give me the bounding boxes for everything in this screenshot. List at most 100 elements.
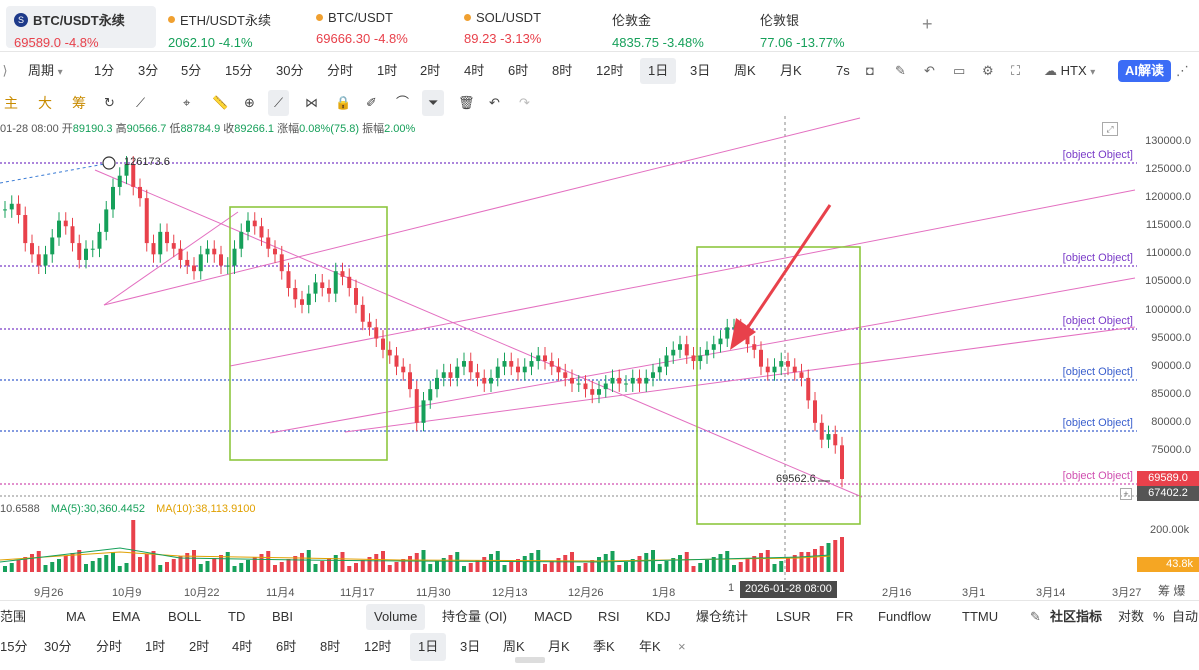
period-4h[interactable]: 4时: [464, 63, 485, 78]
filter-icon[interactable]: ⏷: [422, 90, 445, 116]
rotate-icon[interactable]: ↻: [104, 95, 115, 110]
period-tab[interactable]: 6时: [276, 639, 297, 654]
close-icon[interactable]: ×: [678, 639, 686, 654]
period-1h[interactable]: 1时: [377, 63, 398, 78]
cursor-tool-icon[interactable]: ⌖: [183, 95, 191, 110]
ticker-tab-gold[interactable]: 伦敦金 4835.75 -3.48%: [604, 6, 744, 50]
indicator-range-tab[interactable]: 范围: [0, 609, 27, 624]
indicator-tab[interactable]: Volume: [366, 604, 426, 630]
fullscreen-icon[interactable]: ⛶: [1011, 63, 1021, 78]
indicator-tab[interactable]: EMA: [112, 609, 141, 624]
period-tab[interactable]: 8时: [320, 639, 341, 654]
ruler-icon[interactable]: 📏: [212, 95, 229, 110]
period-tab[interactable]: 15分: [0, 639, 28, 654]
period-30m[interactable]: 30分: [276, 63, 304, 78]
indicator-tab[interactable]: 持仓量 (OI): [442, 609, 507, 624]
add-alert-icon[interactable]: +: [1120, 488, 1132, 500]
auto-scale-toggle[interactable]: 自动: [1172, 609, 1199, 624]
period-tab[interactable]: 分时: [96, 639, 123, 654]
period-tab[interactable]: 2时: [189, 639, 210, 654]
pattern-icon[interactable]: ⋈: [305, 95, 318, 110]
period-15m[interactable]: 15分: [225, 63, 253, 78]
magnet-icon[interactable]: ⌒: [396, 95, 410, 110]
indicator-tab[interactable]: RSI: [598, 609, 620, 624]
period-tab[interactable]: 3日: [460, 639, 481, 654]
drag-handle[interactable]: [515, 657, 545, 663]
trend-tool-icon[interactable]: ⟋: [268, 90, 290, 116]
main-chart-label[interactable]: 主: [4, 95, 18, 111]
percent-scale-toggle[interactable]: %: [1153, 609, 1165, 624]
period-1d[interactable]: 1日: [640, 58, 677, 84]
indicator-tab[interactable]: Fundflow: [878, 609, 931, 624]
period-tab[interactable]: 1时: [145, 639, 166, 654]
big-order-label[interactable]: 大: [38, 95, 52, 111]
period-timeline[interactable]: 分时: [327, 63, 354, 78]
indicator-tab[interactable]: FR: [836, 609, 854, 624]
period-month[interactable]: 月K: [780, 63, 802, 78]
indicator-tab[interactable]: KDJ: [646, 609, 671, 624]
redo-icon[interactable]: ↷: [519, 95, 530, 110]
indicator-tab[interactable]: BOLL: [168, 609, 202, 624]
expand-icon[interactable]: ⤢: [1102, 122, 1118, 136]
add-tab-button[interactable]: +: [922, 14, 933, 34]
candle-body: [414, 389, 419, 423]
period-12h[interactable]: 12时: [596, 63, 624, 78]
period-week[interactable]: 周K: [734, 63, 756, 78]
period-3d[interactable]: 3日: [690, 63, 711, 78]
period-tab[interactable]: 30分: [44, 639, 72, 654]
period-8h[interactable]: 8时: [552, 63, 573, 78]
pen-icon[interactable]: ✎: [895, 63, 906, 78]
exchange-selector[interactable]: ☁ HTX ▾: [1044, 58, 1095, 84]
ticker-tab-sol[interactable]: SOL/USDT 89.23 -3.13%: [456, 6, 596, 48]
layout-icon[interactable]: ▭: [953, 63, 966, 78]
ticker-tab-silver[interactable]: 伦敦银 77.06 -13.77%: [752, 6, 892, 50]
indicator-tab[interactable]: TD: [228, 609, 246, 624]
period-tab[interactable]: 季K: [593, 639, 615, 654]
zoom-icon[interactable]: ⊕: [244, 95, 255, 110]
ticker-tab-eth-perp[interactable]: ETH/USDT永续 2062.10 -4.1%: [160, 6, 300, 50]
y-axis-label: 85000.0: [1151, 387, 1191, 400]
indicator-tab[interactable]: LSUR: [776, 609, 811, 624]
period-tab[interactable]: 周K: [503, 639, 525, 654]
period-1m[interactable]: 1分: [94, 63, 115, 78]
period-tab[interactable]: 月K: [548, 639, 570, 654]
indicator-tab[interactable]: MA: [66, 609, 86, 624]
period-tab[interactable]: 12时: [364, 639, 392, 654]
candle-body: [617, 377, 622, 384]
delete-icon[interactable]: 🗑: [458, 95, 475, 110]
period-6h[interactable]: 6时: [508, 63, 529, 78]
camera-icon[interactable]: ◘: [866, 63, 874, 78]
period-3m[interactable]: 3分: [138, 63, 159, 78]
period-tab[interactable]: 年K: [639, 639, 661, 654]
indicator-tab[interactable]: MACD: [534, 609, 573, 624]
candle-body: [104, 209, 109, 232]
community-indicators-tab[interactable]: 社区指标: [1050, 609, 1103, 624]
volume-bar: [84, 564, 88, 572]
period-dropdown[interactable]: 周期 ▾: [28, 58, 63, 84]
ai-analysis-button[interactable]: AI解读: [1118, 60, 1172, 82]
ticker-tab-btc-spot[interactable]: BTC/USDT 69666.30 -4.8%: [308, 6, 448, 48]
ohlc-close-label: 收: [223, 123, 235, 135]
period-tab[interactable]: 4时: [232, 639, 253, 654]
indicator-tab[interactable]: 爆仓统计: [696, 609, 749, 624]
line-tool-icon[interactable]: ⟋: [136, 95, 146, 110]
chip-label[interactable]: 筹: [72, 95, 86, 111]
indicator-tab[interactable]: TTMU: [962, 609, 999, 624]
ticker-tab-btc-perp[interactable]: S BTC/USDT永续 69589.0 -4.8%: [6, 6, 156, 50]
candle-body: [428, 389, 433, 401]
period-2h[interactable]: 2时: [420, 63, 441, 78]
period-7s[interactable]: 7s: [836, 63, 850, 78]
log-scale-toggle[interactable]: 对数: [1118, 609, 1145, 624]
undo-icon[interactable]: ↶: [489, 95, 500, 110]
share-icon[interactable]: ⋰: [1176, 63, 1189, 78]
volume-bar: [327, 558, 331, 572]
period-tab[interactable]: 1日: [410, 633, 447, 661]
undo-box-icon[interactable]: ↶: [924, 63, 935, 78]
period-5m[interactable]: 5分: [181, 63, 202, 78]
edit-icon[interactable]: ✎: [1030, 609, 1041, 624]
lock-icon[interactable]: 🔒: [335, 95, 352, 110]
note-icon[interactable]: ✐: [366, 95, 377, 110]
settings-icon[interactable]: ⚙: [982, 63, 994, 78]
indicator-tab[interactable]: BBI: [272, 609, 293, 624]
